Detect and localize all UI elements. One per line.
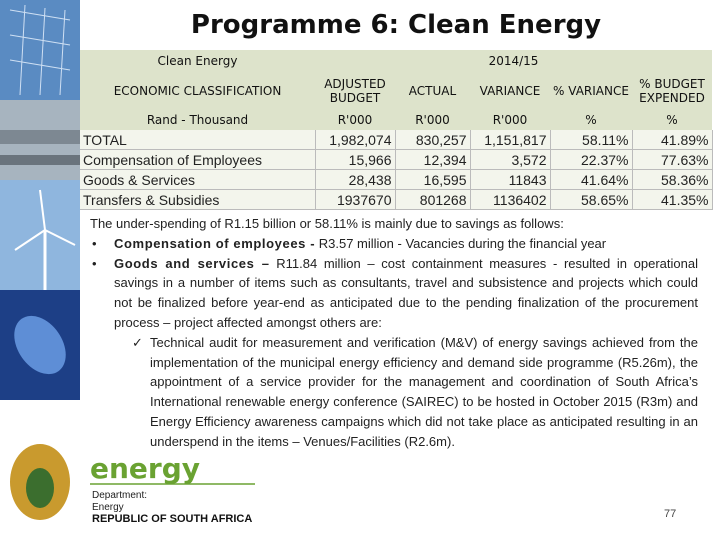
bullet: Goods and services – R11.84 million – co… bbox=[92, 254, 698, 452]
data-cell: 41.89% bbox=[632, 130, 713, 150]
data-row: TOTAL 1,982,074 830,257 1,151,817 58.11% 41.8… bbox=[80, 130, 713, 150]
header-cell: ACTUAL bbox=[395, 72, 470, 110]
body-text: The under-spending of R1.15 billion or 5… bbox=[90, 214, 698, 452]
data-row: Transfers & Subsidies 1937670 801268 113640… bbox=[80, 189, 713, 210]
sub-list: Technical audit for measurement and veri… bbox=[114, 333, 698, 452]
bullet-label: Goods and services – bbox=[114, 255, 270, 271]
header-cell: VARIANCE bbox=[470, 72, 550, 110]
blades bbox=[14, 189, 76, 251]
header-cell: R'000 bbox=[470, 110, 550, 130]
logo: energy Department: Energy REPUBLIC OF SO… bbox=[10, 444, 255, 525]
header-cell: Clean Energy bbox=[80, 50, 315, 72]
data-cell: 58.65% bbox=[550, 189, 633, 210]
data-cell: 3,572 bbox=[470, 149, 551, 170]
data-cell: 830,257 bbox=[395, 130, 471, 150]
emblem-shield bbox=[26, 468, 54, 508]
data-cell: Compensation of Employees bbox=[80, 149, 316, 170]
wind-image bbox=[0, 180, 80, 290]
data-cell: 22.37% bbox=[550, 149, 633, 170]
data-cell: TOTAL bbox=[80, 130, 316, 150]
logo-line: REPUBLIC OF SOUTH AFRICA bbox=[92, 513, 252, 525]
data-cell: 77.63% bbox=[632, 149, 713, 170]
data-cell: 41.35% bbox=[632, 189, 713, 210]
data-cell: 16,595 bbox=[395, 169, 471, 190]
bullet-text: R11.84 million – cost containment measur… bbox=[114, 255, 698, 330]
header-cell: % bbox=[632, 110, 712, 130]
data-cell: 1,151,817 bbox=[470, 130, 551, 150]
solar-grid bbox=[9, 4, 71, 96]
data-cell: 1,982,074 bbox=[315, 130, 396, 150]
header-cell: ADJUSTED BUDGET bbox=[315, 72, 395, 110]
data-cell: 12,394 bbox=[395, 149, 471, 170]
header-row: Clean Energy 2014/15 bbox=[80, 50, 712, 72]
logo-line: Energy bbox=[92, 502, 124, 513]
data-cell: 1937670 bbox=[315, 189, 396, 210]
header-cell: Rand - Thousand bbox=[80, 110, 315, 130]
data-cell: 11843 bbox=[470, 169, 551, 190]
brand: energy bbox=[90, 452, 200, 485]
budget-table: Clean Energy 2014/15 ECONOMIC CLASSIFICA… bbox=[80, 50, 713, 210]
header-cell: % VARIANCE bbox=[550, 72, 632, 110]
solar-image bbox=[0, 0, 80, 100]
pipe bbox=[0, 155, 80, 165]
header-cell: R'000 bbox=[315, 110, 395, 130]
header-cell: R'000 bbox=[395, 110, 470, 130]
header-cell: ECONOMIC CLASSIFICATION bbox=[80, 72, 315, 110]
bullet: Compensation of employees - R3.57 millio… bbox=[92, 234, 698, 254]
data-cell: 28,438 bbox=[315, 169, 396, 190]
bullet-list: Compensation of employees - R3.57 millio… bbox=[90, 234, 698, 452]
data-cell: 1136402 bbox=[470, 189, 551, 210]
header-cell: 2014/15 bbox=[315, 50, 712, 72]
bullet-label: Compensation of employees - bbox=[114, 235, 316, 251]
data-cell: 41.64% bbox=[550, 169, 633, 190]
title: Programme 6: Clean Energy bbox=[190, 10, 602, 40]
pipe bbox=[0, 130, 80, 144]
data-cell: Transfers & Subsidies bbox=[80, 189, 316, 210]
bullet-text: R3.57 million - Vacancies during the fin… bbox=[318, 235, 607, 251]
data-cell: 58.11% bbox=[550, 130, 633, 150]
intro: The under-spending of R1.15 billion or 5… bbox=[90, 216, 564, 231]
data-cell: 15,966 bbox=[315, 149, 396, 170]
data-row: Goods & Services 28,438 16,595 11843 41.64% 5… bbox=[80, 169, 713, 190]
header-cell: % bbox=[550, 110, 632, 130]
data-row: Compensation of Employees 15,966 12,394 3,5… bbox=[80, 149, 713, 170]
sub-bullet: Technical audit for measurement and veri… bbox=[132, 333, 698, 452]
data-cell: 801268 bbox=[395, 189, 471, 210]
header-row: ECONOMIC CLASSIFICATION ADJUSTED BUDGET AC… bbox=[80, 72, 712, 110]
data-cell: Goods & Services bbox=[80, 169, 316, 190]
header-row: Rand - Thousand R'000 R'000 R'000%% bbox=[80, 110, 712, 130]
data-cell: 58.36% bbox=[632, 169, 713, 190]
header-cell: % BUDGET EXPENDED bbox=[632, 72, 712, 110]
page-number: 77 bbox=[664, 508, 677, 520]
logo-line: Department: bbox=[92, 490, 147, 501]
side-images bbox=[0, 0, 80, 400]
bulb bbox=[14, 315, 66, 375]
